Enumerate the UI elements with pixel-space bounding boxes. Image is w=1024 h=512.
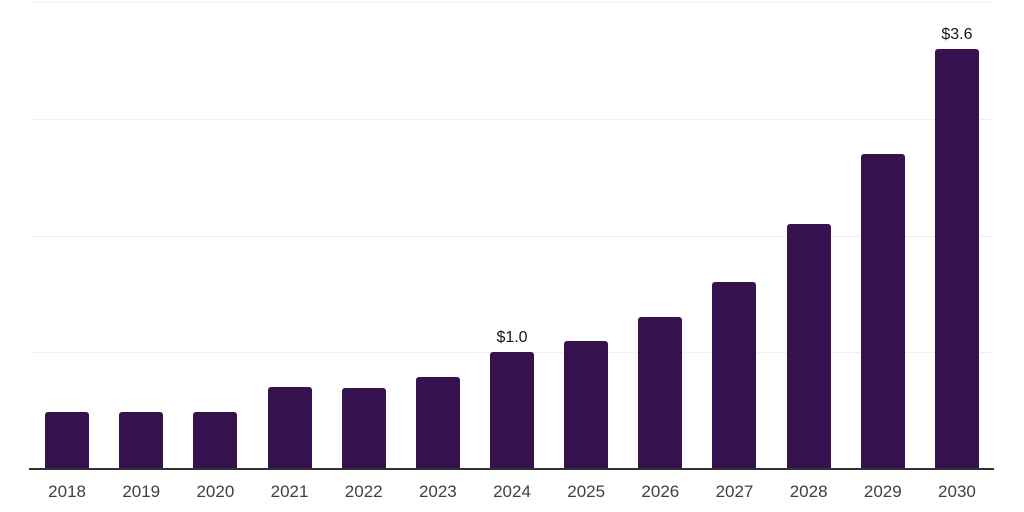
bar-slot-2030: $3.6	[920, 2, 994, 469]
x-tick-label-2020: 2020	[196, 482, 235, 501]
bar-2028	[786, 223, 831, 469]
bar-2024	[490, 352, 535, 469]
x-tick-label-2024: 2024	[493, 482, 531, 501]
x-tick-label-2028: 2028	[789, 482, 828, 501]
x-tick-label-2029: 2029	[863, 482, 902, 501]
bar-2021	[267, 387, 312, 469]
bar-2019	[119, 411, 164, 469]
bar-2029	[860, 153, 905, 469]
x-axis-labels: 2018 2019 2020 2021 2022 2023 2024 2025 2026 2027…	[30, 482, 994, 502]
gridline-2	[30, 235, 994, 237]
bar-slot-2027	[697, 2, 771, 469]
bar-slot-2025	[549, 2, 623, 469]
x-tick-label-2023: 2023	[418, 482, 457, 501]
bar-slot-2024: $1.0	[475, 2, 549, 469]
bars-container: $1.0 $3.6	[30, 2, 994, 469]
bar-slot-2021	[252, 2, 326, 469]
bar-2018	[45, 411, 90, 469]
bar-2030	[934, 48, 979, 469]
x-tick-label-2018: 2018	[48, 482, 86, 501]
x-tick-label-2022: 2022	[344, 482, 383, 501]
bar-slot-2029	[846, 2, 920, 469]
x-tick-label-2019: 2019	[122, 482, 161, 501]
x-tick-label-2030: 2030	[938, 482, 976, 501]
x-tick-label-2021: 2021	[270, 482, 309, 501]
x-tick-label-2027: 2027	[715, 482, 754, 501]
bar-slot-2018	[30, 2, 104, 469]
bar-2027	[712, 282, 757, 469]
value-label-2030: $3.6	[941, 25, 973, 43]
bar-2025	[564, 340, 609, 469]
bar-slot-2023	[401, 2, 475, 469]
gridline-3	[30, 118, 994, 120]
bar-slot-2028	[772, 2, 846, 469]
bar-2026	[638, 317, 683, 469]
x-axis-line	[29, 468, 994, 470]
value-label-2024: $1.0	[496, 329, 528, 347]
plot-area: $1.0 $3.6	[29, 2, 994, 470]
bar-2022	[341, 388, 386, 469]
bar-slot-2026	[623, 2, 697, 469]
bar-slot-2022	[327, 2, 401, 469]
bar-slot-2020	[178, 2, 252, 469]
x-tick-label-2026: 2026	[641, 482, 680, 501]
bar-slot-2019	[104, 2, 178, 469]
x-tick-label-2025: 2025	[567, 482, 606, 501]
gridline-4	[30, 2, 994, 3]
bar-2020	[193, 411, 238, 469]
bar-2023	[415, 376, 460, 469]
